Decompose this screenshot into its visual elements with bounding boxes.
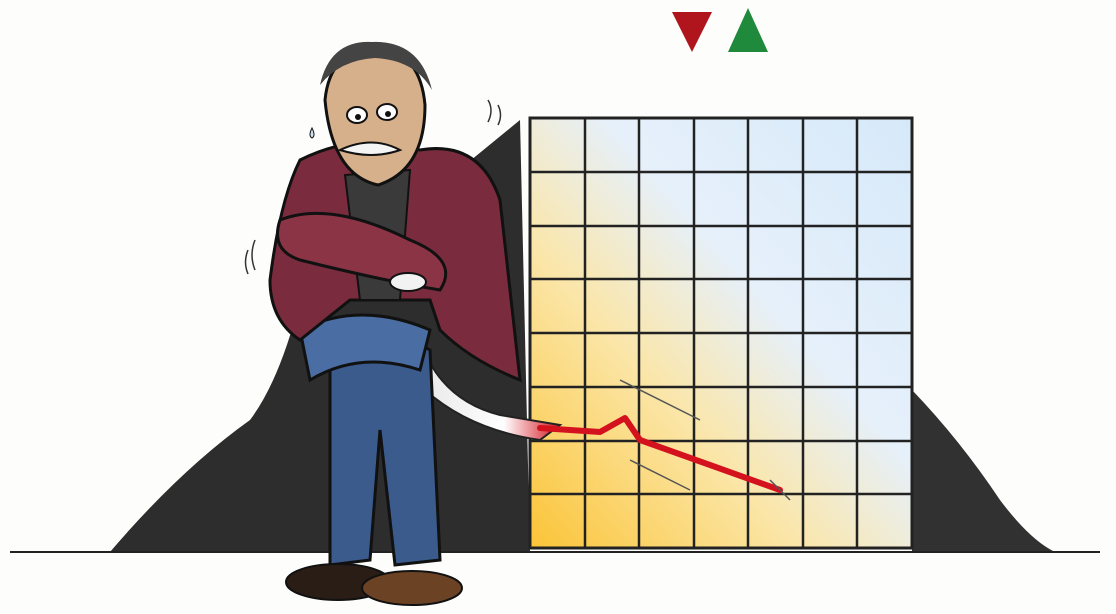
hand — [390, 273, 426, 291]
page: {} html, body { margin: 0; padding: 0; w… — [0, 0, 1116, 614]
shoe-right — [362, 571, 462, 605]
pupil-left — [355, 114, 361, 120]
pupil-right — [385, 111, 391, 117]
body — [0, 0, 1116, 614]
cartoon — [0, 0, 1116, 614]
